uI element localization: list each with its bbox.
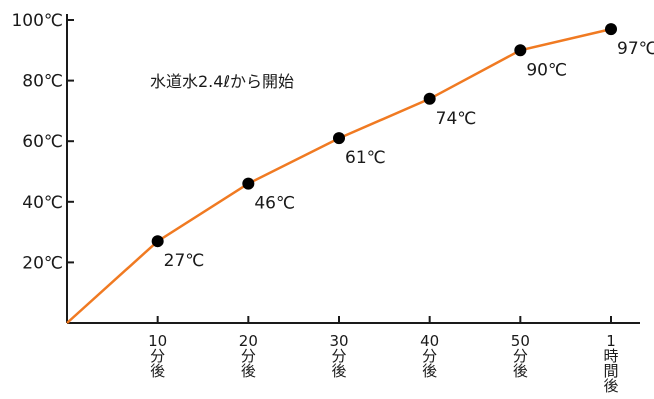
x-tick-label: 1 時間後 [603, 332, 618, 395]
x-tick-group: 10 分後 20 分後 30 分後 40 分後 50 分後 1 時間後 [148, 316, 619, 395]
x-tick-label: 40 分後 [420, 332, 439, 380]
data-point [605, 23, 617, 36]
data-label: 97℃ [617, 39, 654, 59]
data-point [151, 235, 164, 248]
x-tick-label: 30 分後 [329, 332, 348, 380]
y-tick-label: 20℃ [22, 253, 63, 273]
data-label: 46℃ [254, 194, 295, 214]
y-tick-group: 20℃ 40℃ 60℃ 80℃ 100℃ [11, 11, 74, 273]
x-tick-label: 20 分後 [239, 332, 258, 380]
marker-group: 27℃ 46℃ 61℃ 74℃ 90℃ 97℃ [151, 23, 654, 271]
data-point [423, 92, 436, 105]
data-label: 61℃ [345, 148, 386, 168]
data-label: 27℃ [164, 251, 205, 271]
data-label: 74℃ [436, 109, 477, 129]
data-point [514, 44, 527, 57]
data-point [333, 132, 345, 145]
x-tick-label: 10 分後 [148, 332, 167, 380]
x-tick-label: 50 分後 [511, 332, 530, 380]
y-tick-label: 100℃ [11, 11, 63, 31]
y-tick-label: 40℃ [22, 193, 63, 213]
data-point [242, 177, 255, 190]
data-label: 90℃ [526, 60, 567, 80]
y-tick-label: 60℃ [22, 132, 63, 152]
y-tick-label: 80℃ [22, 72, 63, 92]
chart-annotation: 水道水2.4ℓから開始 [150, 72, 294, 91]
